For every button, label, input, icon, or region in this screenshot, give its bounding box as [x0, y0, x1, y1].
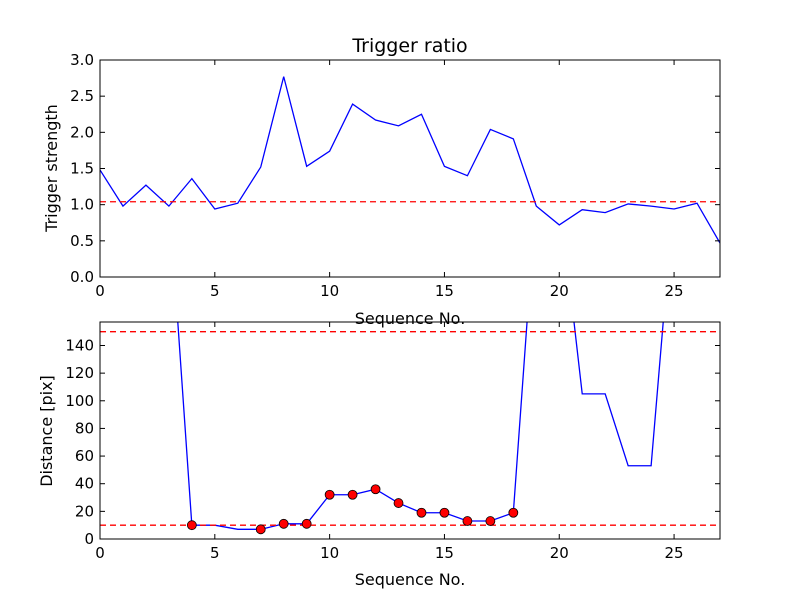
distance-data-point — [186, 520, 197, 531]
distance-x-tick-label: 0 — [95, 544, 105, 562]
distance-data-layer — [100, 322, 720, 535]
trigger-plot-area: 0 5 10 15 20 25 0.0 0.5 1.0 1.5 2.0 2.5 3.0 — [70, 51, 721, 300]
distance-axes-frame — [99, 321, 721, 540]
distance-x-tick-label: 20 — [550, 544, 569, 562]
trigger-y-tick-label: 1.0 — [70, 196, 94, 214]
distance-y-tick-label: 60 — [75, 447, 94, 465]
chart-title: Trigger ratio — [351, 35, 467, 57]
trigger-x-tick-label: 15 — [435, 282, 454, 300]
trigger-y-tick-label: 0.0 — [70, 268, 94, 286]
distance-y-tick-label: 100 — [65, 392, 94, 410]
distance-plot-area: 0 5 10 15 20 25 0 20 40 60 80 100 120 140 — [65, 321, 721, 562]
distance-data-point — [393, 498, 404, 508]
distance-y-tick-label: 80 — [75, 419, 94, 437]
distance-data-point — [324, 489, 335, 500]
trigger-x-tick-label: 5 — [210, 282, 220, 300]
trigger-series-line — [100, 76, 720, 244]
distance-y-tick-label: 120 — [65, 364, 94, 382]
trigger-y-tick-label: 2.0 — [70, 123, 94, 141]
distance-y-tick-label: 140 — [65, 336, 94, 354]
trigger-x-tick-label: 25 — [665, 282, 684, 300]
y-axis-label: Distance [pix] — [37, 375, 56, 487]
distance-data-point — [485, 516, 496, 526]
distance-data-point — [508, 507, 519, 518]
distance-panel: 0 5 10 15 20 25 0 20 40 60 80 100 120 140 Sequence No… — [37, 321, 721, 589]
distance-data-point — [347, 489, 358, 500]
trigger-y-tick-label: 0.5 — [70, 232, 94, 250]
distance-data-point — [301, 518, 312, 529]
distance-x-tick-label: 10 — [320, 544, 339, 562]
distance-y-tick-label: 20 — [75, 502, 94, 520]
trigger-data-layer — [100, 76, 720, 244]
distance-data-point — [416, 507, 427, 518]
distance-x-tick-label: 5 — [210, 544, 220, 562]
distance-x-tick-label: 15 — [435, 544, 454, 562]
trigger-x-tick-label: 10 — [320, 282, 339, 300]
distance-data-point — [370, 484, 381, 495]
y-axis-label: Trigger strength — [42, 104, 61, 233]
distance-data-point — [278, 518, 289, 529]
distance-data-point — [255, 524, 266, 535]
trigger-y-tick-label: 3.0 — [70, 51, 94, 69]
trigger-x-tick-label: 0 — [95, 282, 105, 300]
distance-data-point — [462, 516, 473, 526]
trigger-ratio-panel: Trigger ratio 0 5 10 15 20 25 0.0 0.5 1.0 1.5 2.0 2… — [42, 35, 721, 328]
distance-y-tick-label: 0 — [84, 530, 94, 548]
distance-y-tick-label: 40 — [75, 475, 94, 493]
trigger-y-tick-label: 1.5 — [70, 160, 94, 178]
trigger-y-tick-label: 2.5 — [70, 87, 94, 105]
trigger-x-tick-label: 20 — [550, 282, 569, 300]
x-axis-label: Sequence No. — [355, 309, 466, 328]
x-axis-label: Sequence No. — [355, 570, 466, 589]
distance-x-tick-label: 25 — [665, 544, 684, 562]
distance-data-point — [439, 507, 450, 518]
